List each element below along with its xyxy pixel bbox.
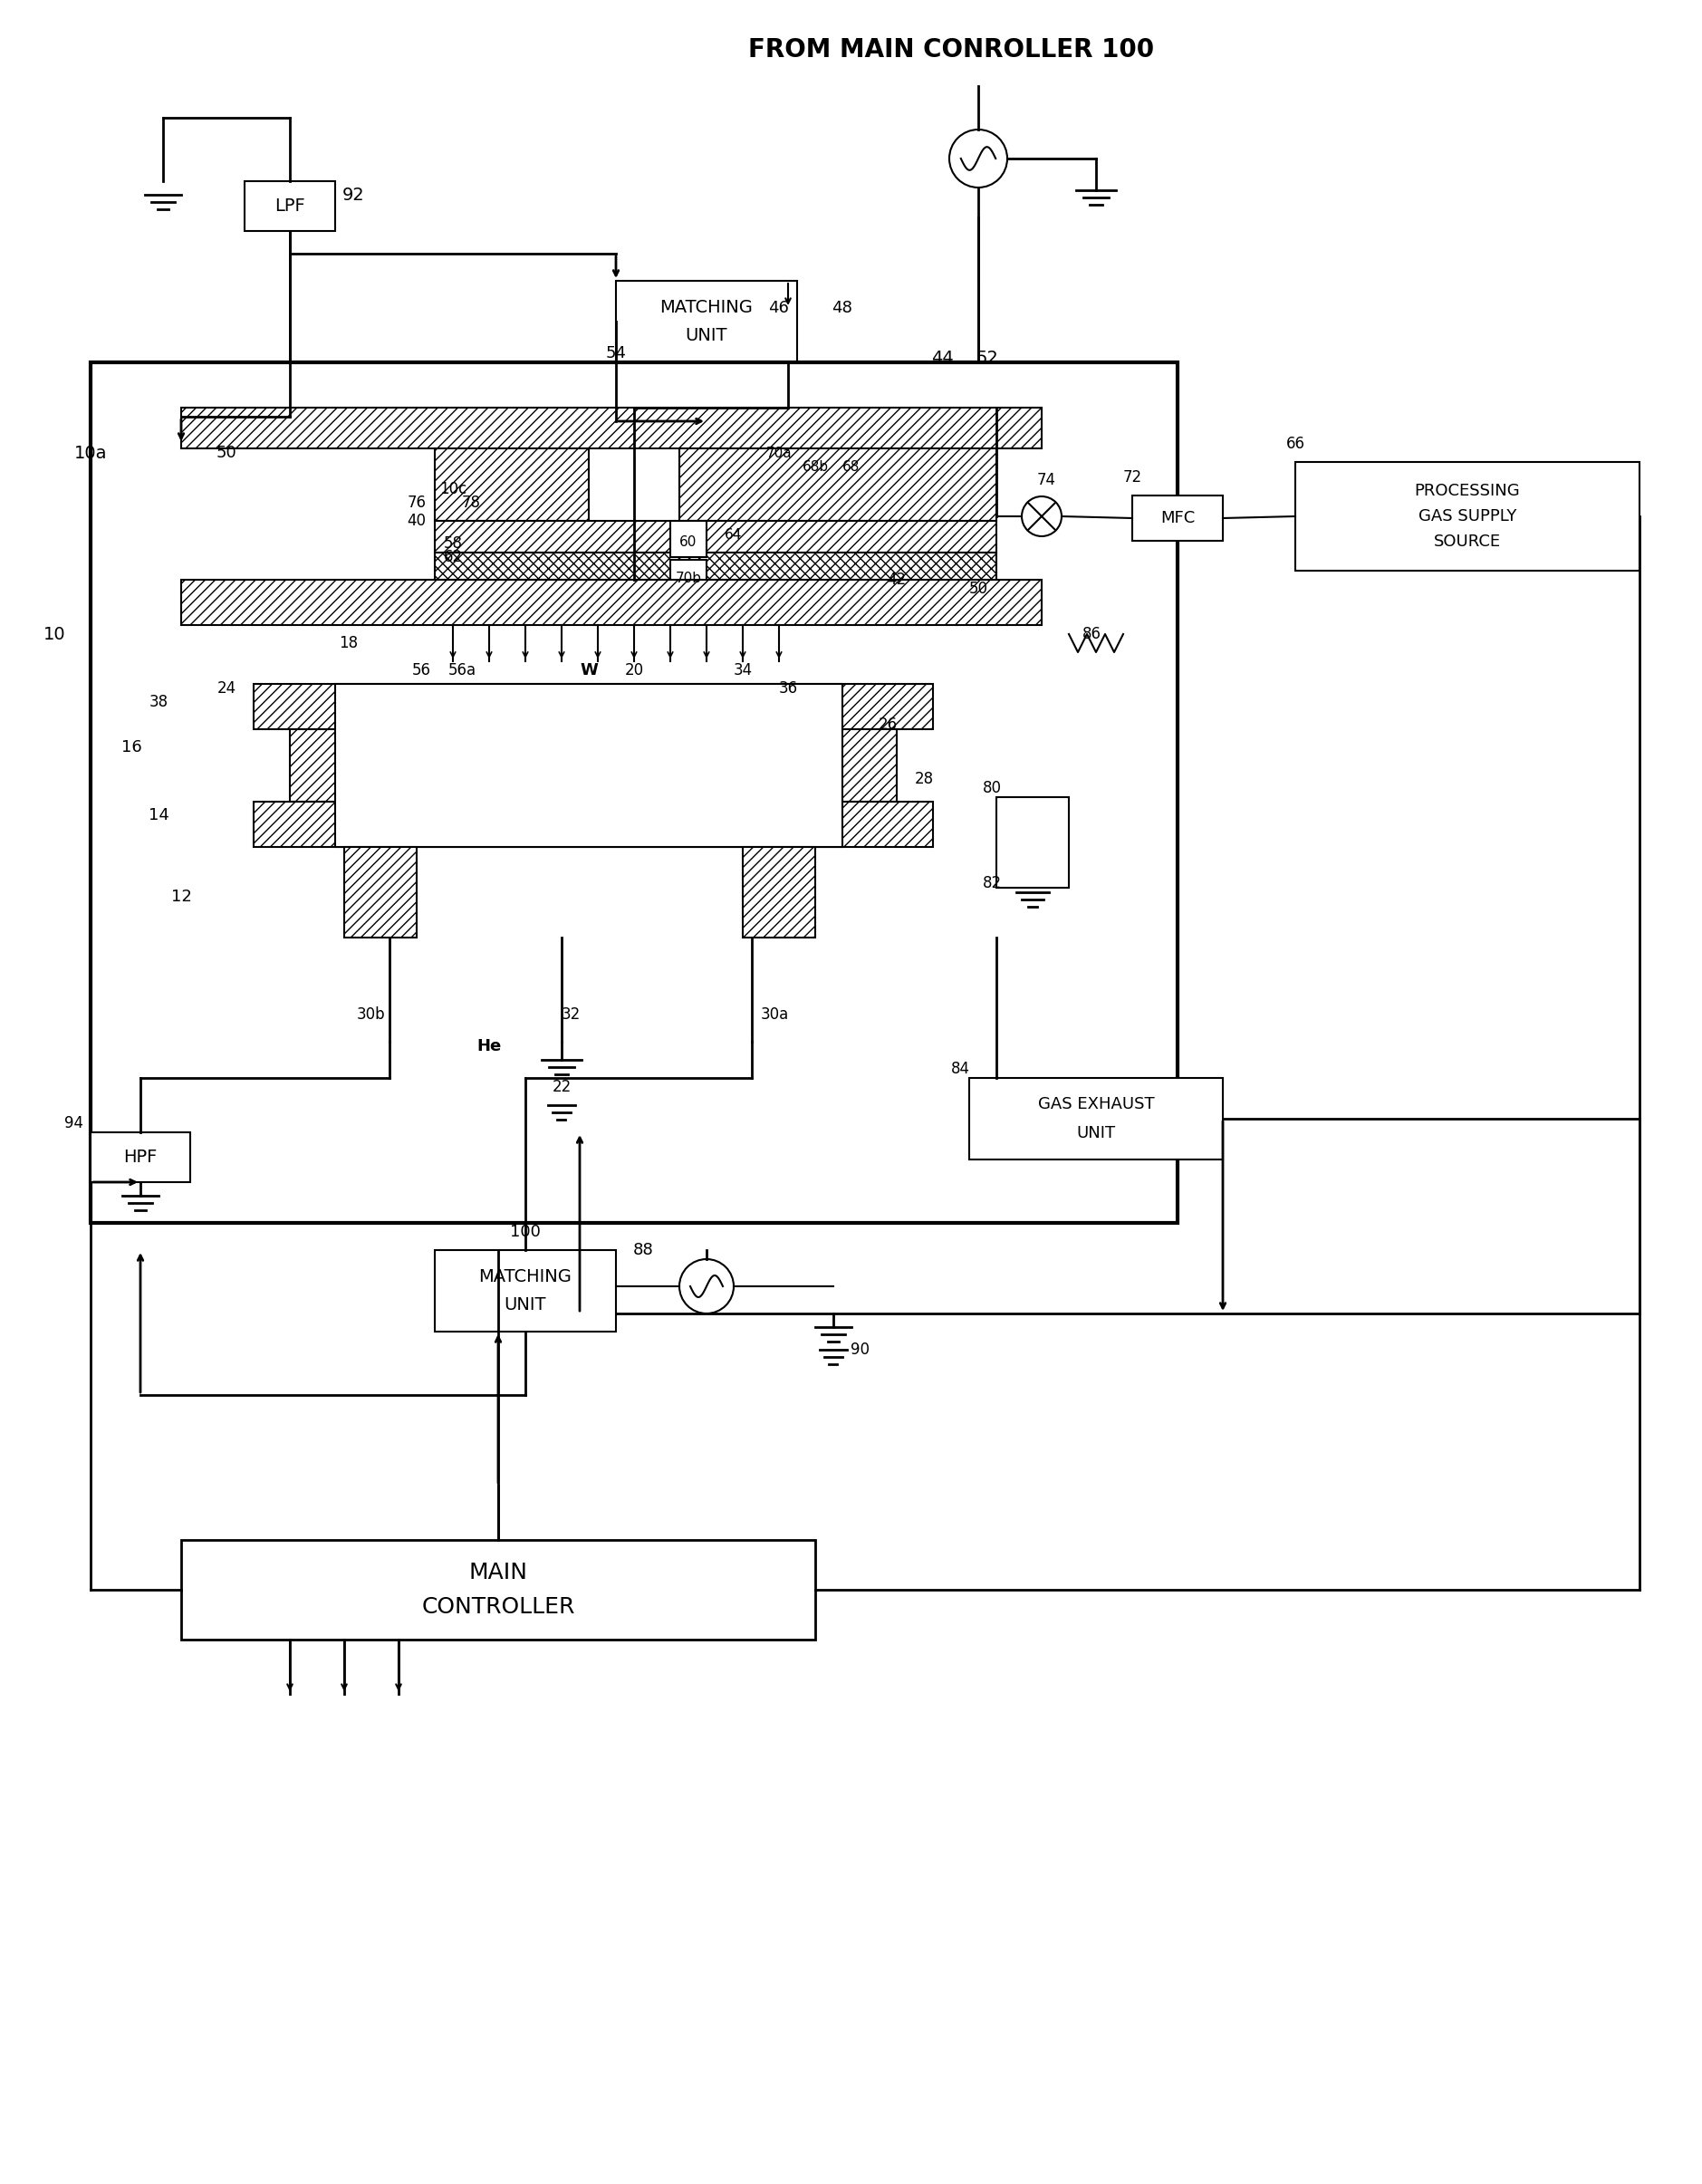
- Bar: [434, 520, 996, 553]
- Text: MATCHING: MATCHING: [660, 299, 752, 317]
- Text: 44: 44: [931, 349, 953, 367]
- Text: 12: 12: [170, 889, 192, 904]
- Text: 64: 64: [725, 529, 742, 542]
- Bar: [180, 408, 1042, 448]
- Text: 62: 62: [443, 548, 463, 566]
- Bar: [434, 448, 589, 520]
- Text: 56: 56: [412, 662, 431, 679]
- Bar: [344, 847, 417, 937]
- Bar: [90, 363, 1178, 1223]
- Text: 14: 14: [148, 808, 168, 823]
- Bar: [671, 520, 706, 557]
- Text: 74: 74: [1037, 472, 1055, 489]
- Text: 18: 18: [339, 636, 359, 651]
- Text: W: W: [580, 662, 597, 679]
- Bar: [434, 553, 996, 579]
- Text: 56a: 56a: [448, 662, 477, 679]
- Text: 70b: 70b: [676, 572, 701, 585]
- Bar: [245, 181, 335, 232]
- Text: 86: 86: [1082, 627, 1101, 642]
- Text: MAIN: MAIN: [468, 1562, 528, 1583]
- Text: 80: 80: [982, 780, 1001, 797]
- Text: 32: 32: [562, 1007, 580, 1022]
- Bar: [996, 797, 1069, 887]
- Text: 38: 38: [150, 695, 168, 710]
- Text: 48: 48: [832, 299, 853, 317]
- Bar: [254, 802, 933, 847]
- Text: GAS EXHAUST: GAS EXHAUST: [1038, 1096, 1154, 1112]
- Text: 30b: 30b: [357, 1007, 386, 1022]
- Bar: [90, 1131, 191, 1182]
- Text: 10c: 10c: [439, 480, 466, 498]
- Bar: [180, 579, 1042, 625]
- Text: 50: 50: [968, 581, 987, 596]
- Text: 20: 20: [625, 662, 643, 679]
- Text: 50: 50: [216, 446, 237, 461]
- Text: 70a: 70a: [766, 446, 791, 459]
- Bar: [671, 559, 706, 592]
- Text: MATCHING: MATCHING: [478, 1269, 572, 1284]
- Text: He: He: [477, 1037, 502, 1055]
- Text: 16: 16: [121, 738, 141, 756]
- Text: 10a: 10a: [75, 443, 107, 461]
- Text: 72: 72: [1123, 470, 1142, 485]
- Text: 22: 22: [551, 1079, 572, 1094]
- Text: MFC: MFC: [1161, 511, 1195, 526]
- Text: HPF: HPF: [124, 1149, 157, 1166]
- Text: 68: 68: [842, 459, 860, 474]
- Text: 26: 26: [878, 716, 897, 734]
- Text: PROCESSING: PROCESSING: [1414, 483, 1520, 500]
- Text: 24: 24: [216, 679, 237, 697]
- Text: 36: 36: [778, 679, 798, 697]
- Bar: [335, 684, 842, 847]
- Text: 94: 94: [65, 1116, 83, 1131]
- Text: LPF: LPF: [274, 197, 305, 214]
- Text: 28: 28: [914, 771, 933, 786]
- Bar: [968, 1079, 1222, 1160]
- Bar: [616, 282, 797, 363]
- Text: 76: 76: [407, 494, 426, 511]
- Text: 30a: 30a: [761, 1007, 788, 1022]
- Bar: [1295, 463, 1639, 570]
- Text: 90: 90: [851, 1341, 870, 1358]
- Text: 92: 92: [342, 186, 364, 203]
- Text: UNIT: UNIT: [1076, 1125, 1115, 1142]
- Text: 10: 10: [43, 625, 65, 642]
- Text: 100: 100: [511, 1223, 541, 1241]
- Text: 58: 58: [444, 535, 463, 553]
- Text: 66: 66: [1285, 437, 1305, 452]
- Bar: [289, 729, 897, 802]
- Text: 34: 34: [734, 662, 752, 679]
- Text: 60: 60: [679, 535, 698, 548]
- Text: 52: 52: [975, 349, 999, 367]
- Bar: [679, 448, 996, 520]
- Text: 68b: 68b: [802, 459, 829, 474]
- Text: 46: 46: [769, 299, 790, 317]
- Bar: [434, 1249, 616, 1332]
- Text: 88: 88: [633, 1243, 654, 1258]
- Text: 78: 78: [461, 494, 480, 511]
- Bar: [180, 1540, 815, 1640]
- Text: 42: 42: [887, 572, 905, 587]
- Text: GAS SUPPLY: GAS SUPPLY: [1418, 509, 1516, 524]
- Text: 40: 40: [407, 513, 426, 529]
- Bar: [742, 847, 815, 937]
- Text: FROM MAIN CONROLLER 100: FROM MAIN CONROLLER 100: [749, 37, 1154, 63]
- Text: 84: 84: [951, 1061, 970, 1077]
- Text: SOURCE: SOURCE: [1433, 533, 1501, 550]
- Bar: [254, 684, 933, 729]
- Bar: [1132, 496, 1222, 542]
- Text: CONTROLLER: CONTROLLER: [422, 1597, 575, 1618]
- Text: UNIT: UNIT: [504, 1297, 546, 1315]
- Text: 54: 54: [606, 345, 626, 360]
- Text: 82: 82: [982, 876, 1001, 891]
- Text: UNIT: UNIT: [686, 328, 727, 345]
